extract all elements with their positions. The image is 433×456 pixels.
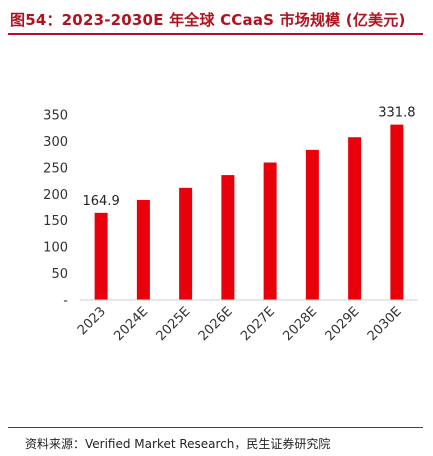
bar-2025E	[179, 187, 193, 300]
y-axis: - 50 100 150 200 250 300 350	[43, 109, 68, 309]
y-tick-label: 350	[43, 109, 68, 124]
figure-source: 资料来源：Verified Market Research，民生证券研究院	[25, 437, 331, 451]
x-tick-label: 2025E	[154, 304, 194, 344]
y-tick-label: -	[63, 294, 68, 309]
x-tick-label: 2026E	[196, 304, 236, 344]
title-rule	[8, 33, 423, 35]
x-axis: 2023 2024E 2025E 2026E 2027E 2028E 2029E 2030E	[75, 299, 418, 344]
source-rule	[8, 427, 423, 428]
figure-title: 图54：2023-2030E 年全球 CCaaS 市场规模 (亿美元)	[10, 11, 406, 29]
x-tick-label: 2028E	[280, 304, 320, 344]
bar-2023	[94, 212, 108, 300]
y-tick-label: 200	[43, 188, 68, 203]
y-tick-label: 300	[43, 135, 68, 150]
bar-2030E	[390, 124, 404, 301]
bar-2026E	[221, 175, 235, 300]
y-tick-label: 50	[51, 267, 68, 282]
y-tick-label: 100	[43, 241, 68, 256]
data-labels: 164.9 331.8	[83, 106, 416, 209]
x-tick-label: 2024E	[111, 304, 151, 344]
bar-2028E	[305, 149, 319, 300]
y-tick-label: 150	[43, 214, 68, 229]
data-label: 164.9	[83, 194, 120, 209]
bar-2029E	[348, 137, 362, 300]
y-tick-label: 250	[43, 161, 68, 176]
x-tick-label: 2030E	[365, 304, 405, 344]
x-tick-label: 2027E	[238, 304, 278, 344]
bar-2024E	[136, 199, 150, 300]
bars	[94, 124, 404, 301]
bar-2027E	[263, 162, 277, 300]
x-tick-label: 2023	[75, 304, 109, 338]
x-tick-label: 2029E	[323, 304, 363, 344]
data-label: 331.8	[378, 106, 415, 121]
